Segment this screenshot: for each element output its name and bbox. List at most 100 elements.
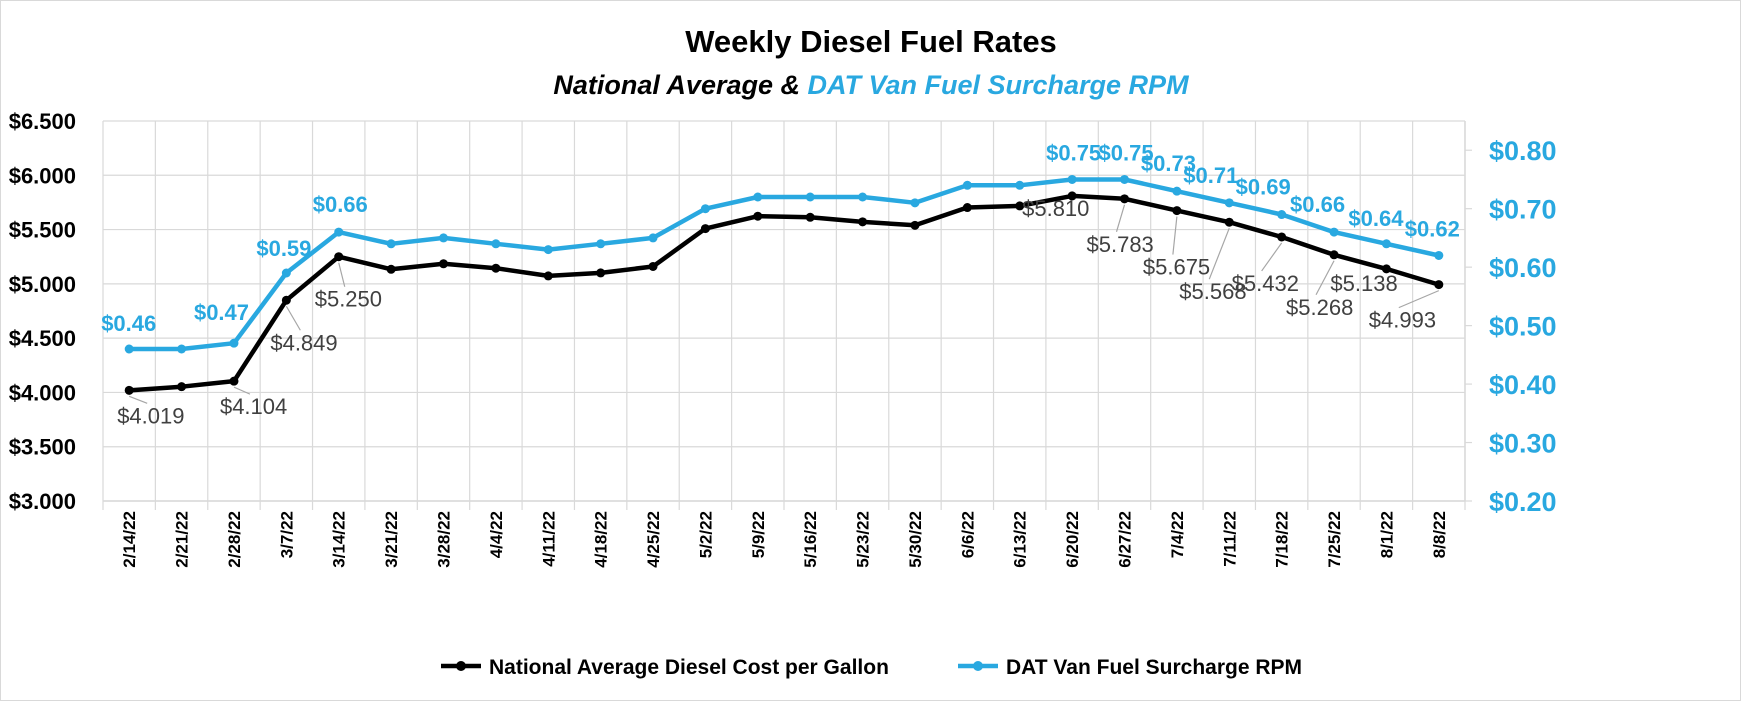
marker-national-average (1015, 201, 1025, 211)
data-label-leader (1208, 227, 1230, 280)
marker-national-average (962, 203, 972, 213)
marker-dat-van-rpm (1277, 210, 1287, 220)
x-axis-ticks: 2/14/22 2/21/22 2/28/22 3/7/22 3/14/22 3/21/2… (120, 511, 1449, 568)
marker-dat-van-rpm (177, 344, 187, 354)
x-tick-label: 3/21/22 (382, 511, 401, 568)
x-tick-label: 4/18/22 (592, 511, 611, 568)
marker-dat-van-rpm (1172, 186, 1182, 196)
marker-national-average (1329, 250, 1339, 260)
y-left-tick-label: $5.500 (9, 218, 76, 243)
marker-dat-van-rpm (439, 233, 448, 243)
legend-item-dat-van-rpm: DAT Van Fuel Surcharge RPM (958, 656, 1302, 679)
marker-dat-van-rpm (1120, 174, 1129, 184)
y-right-tick-label: $0.50 (1489, 312, 1557, 342)
marker-dat-van-rpm (281, 268, 291, 278)
legend-swatch-national-average-marker (456, 661, 466, 671)
data-label-national-average: $4.993 (1369, 308, 1436, 333)
y-right-tick-label: $0.40 (1489, 370, 1557, 400)
data-label-national-average: $5.432 (1232, 271, 1299, 296)
data-labels: $4.019 $4.104 $4.849 $5.250 $5.810 $5.783$5.6… (101, 140, 1460, 428)
marker-national-average (858, 217, 868, 227)
x-tick-label: 7/11/22 (1220, 511, 1239, 567)
marker-dat-van-rpm (386, 239, 396, 249)
x-tick-label: 5/23/22 (854, 511, 873, 568)
data-label-national-average: $5.783 (1087, 232, 1154, 257)
marker-dat-van-rpm (124, 344, 134, 354)
data-label-leader (285, 305, 301, 331)
marker-dat-van-rpm (1224, 198, 1234, 208)
x-tick-label: 4/11/22 (539, 511, 558, 567)
data-label-dat-van-rpm: $0.69 (1236, 175, 1291, 200)
x-tick-label: 8/1/22 (1377, 511, 1396, 558)
marker-dat-van-rpm (596, 239, 606, 249)
marker-dat-van-rpm (1381, 239, 1391, 249)
series-group (124, 174, 1444, 395)
legend-label: National Average Diesel Cost per Gallon (489, 656, 889, 679)
marker-dat-van-rpm (1015, 180, 1025, 190)
marker-dat-van-rpm (491, 239, 501, 249)
y-right-tick-label: $0.80 (1489, 136, 1557, 166)
x-tick-label: 7/25/22 (1325, 511, 1344, 568)
data-label-leader (233, 386, 251, 395)
data-label-leader (1172, 216, 1178, 255)
marker-dat-van-rpm (962, 180, 972, 190)
marker-national-average (648, 261, 658, 271)
legend: National Average Diesel Cost per Gallon D… (441, 656, 1302, 679)
marker-national-average (596, 268, 606, 278)
x-tick-label: 2/14/22 (120, 511, 139, 568)
y-right-tick-label: $0.60 (1489, 253, 1557, 283)
marker-national-average (124, 385, 134, 395)
data-label-dat-van-rpm: $0.46 (101, 311, 156, 336)
x-tick-label: 7/18/22 (1273, 511, 1292, 568)
marker-national-average (491, 263, 501, 273)
marker-dat-van-rpm (648, 233, 658, 243)
marker-national-average (910, 220, 920, 230)
x-tick-label: 5/9/22 (749, 511, 768, 558)
data-label-dat-van-rpm: $0.75 (1099, 140, 1154, 165)
marker-dat-van-rpm (805, 192, 815, 202)
x-tick-label: 2/21/22 (173, 511, 192, 568)
data-label-leader (1398, 290, 1440, 309)
marker-national-average (334, 252, 344, 262)
marker-national-average (1067, 191, 1077, 201)
line-national-average (129, 193, 1440, 393)
data-label-national-average: $4.104 (220, 394, 287, 419)
gridlines (102, 120, 1466, 510)
y-left-tick-label: $3.000 (9, 489, 76, 514)
marker-national-average (386, 264, 396, 274)
data-label-dat-van-rpm: $0.75 (1046, 140, 1101, 165)
marker-national-average (753, 211, 763, 221)
x-tick-label: 3/7/22 (277, 511, 296, 558)
subtitle-part-dat: DAT Van Fuel Surcharge RPM (808, 70, 1190, 100)
y-left-tick-label: $4.500 (9, 326, 76, 351)
y-right-tick-label: $0.70 (1489, 195, 1557, 225)
marker-dat-van-rpm (229, 338, 239, 348)
legend-swatch-dat-van-rpm-marker (973, 661, 983, 671)
x-tick-label: 3/14/22 (330, 511, 349, 568)
data-label-leader (1115, 204, 1126, 233)
marker-national-average (1172, 206, 1182, 216)
marker-dat-van-rpm (910, 198, 920, 208)
y-right-tick-label: $0.20 (1489, 487, 1557, 517)
data-label-national-average: $5.675 (1143, 255, 1210, 280)
marker-national-average (543, 271, 553, 281)
data-label-national-average: $5.138 (1330, 271, 1397, 296)
marker-national-average (439, 259, 448, 269)
x-tick-label: 2/28/22 (225, 511, 244, 568)
marker-dat-van-rpm (1434, 250, 1444, 260)
marker-dat-van-rpm (1067, 174, 1077, 184)
data-label-leader (1261, 242, 1283, 272)
data-label-national-average: $4.019 (117, 403, 184, 428)
x-tick-label: 8/8/22 (1430, 511, 1449, 558)
y-left-tick-label: $4.000 (9, 380, 76, 405)
data-label-dat-van-rpm: $0.73 (1141, 151, 1196, 176)
x-tick-label: 7/4/22 (1168, 511, 1187, 558)
y-right-tick-label: $0.30 (1489, 429, 1557, 459)
x-tick-label: 5/16/22 (801, 511, 820, 568)
axes (103, 121, 1466, 502)
y-left-tick-label: $6.500 (9, 109, 76, 134)
data-label-dat-van-rpm: $0.66 (313, 192, 368, 217)
legend-label: DAT Van Fuel Surcharge RPM (1006, 656, 1302, 679)
